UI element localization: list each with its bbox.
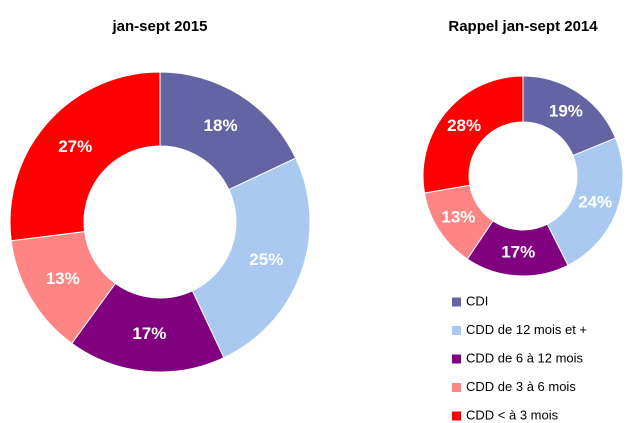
legend-swatch [452, 383, 461, 392]
legend-swatch [452, 411, 461, 421]
data-label: 27% [58, 137, 92, 156]
data-label: 28% [447, 116, 481, 135]
data-label: 24% [578, 192, 612, 211]
legend-swatch [452, 326, 461, 335]
chart-title: jan-sept 2015 [111, 18, 207, 35]
legend-swatch [452, 297, 461, 307]
data-label: 19% [549, 102, 583, 121]
donut-slice [422, 75, 524, 194]
chart-title: Rappel jan-sept 2014 [448, 18, 598, 35]
donut-slice [9, 71, 161, 242]
data-label: 13% [46, 269, 80, 288]
data-label: 18% [204, 116, 238, 135]
legend-label: CDD de 6 à 12 mois [466, 350, 584, 365]
legend-label: CDD < à 3 mois [466, 407, 559, 422]
legend-label: CDD de 12 mois et + [466, 322, 587, 337]
data-label: 13% [441, 207, 475, 226]
data-label: 17% [501, 242, 535, 261]
data-label: 17% [132, 324, 166, 343]
legend-label: CDD de 3 à 6 mois [466, 379, 576, 394]
legend-label: CDI [466, 293, 488, 308]
donut-slice [159, 71, 297, 191]
legend-swatch [452, 354, 461, 364]
donut-slice [191, 157, 311, 359]
data-label: 25% [249, 250, 283, 269]
